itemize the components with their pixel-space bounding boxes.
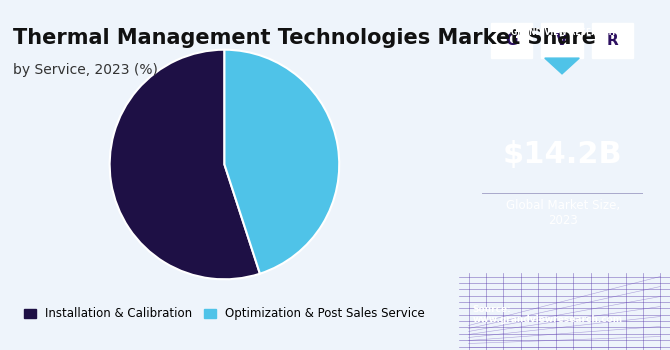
Text: Global Market Size,
2023: Global Market Size, 2023 [506, 199, 620, 228]
Legend: Installation & Calibration, Optimization & Post Sales Service: Installation & Calibration, Optimization… [19, 303, 429, 325]
Text: G: G [505, 33, 517, 48]
Wedge shape [110, 50, 260, 279]
FancyBboxPatch shape [541, 23, 582, 58]
Text: Source:
www.grandviewresearch.com: Source: www.grandviewresearch.com [472, 304, 622, 324]
Polygon shape [545, 58, 580, 74]
Text: by Service, 2023 (%): by Service, 2023 (%) [13, 63, 158, 77]
FancyBboxPatch shape [592, 23, 633, 58]
FancyBboxPatch shape [490, 23, 532, 58]
Text: Thermal Management Technologies Market Share: Thermal Management Technologies Market S… [13, 28, 596, 48]
Text: GRAND VIEW RESEARCH: GRAND VIEW RESEARCH [511, 28, 615, 37]
Text: $14.2B: $14.2B [503, 140, 622, 169]
Text: R: R [607, 33, 619, 48]
Text: V: V [556, 33, 568, 48]
Wedge shape [224, 50, 339, 274]
